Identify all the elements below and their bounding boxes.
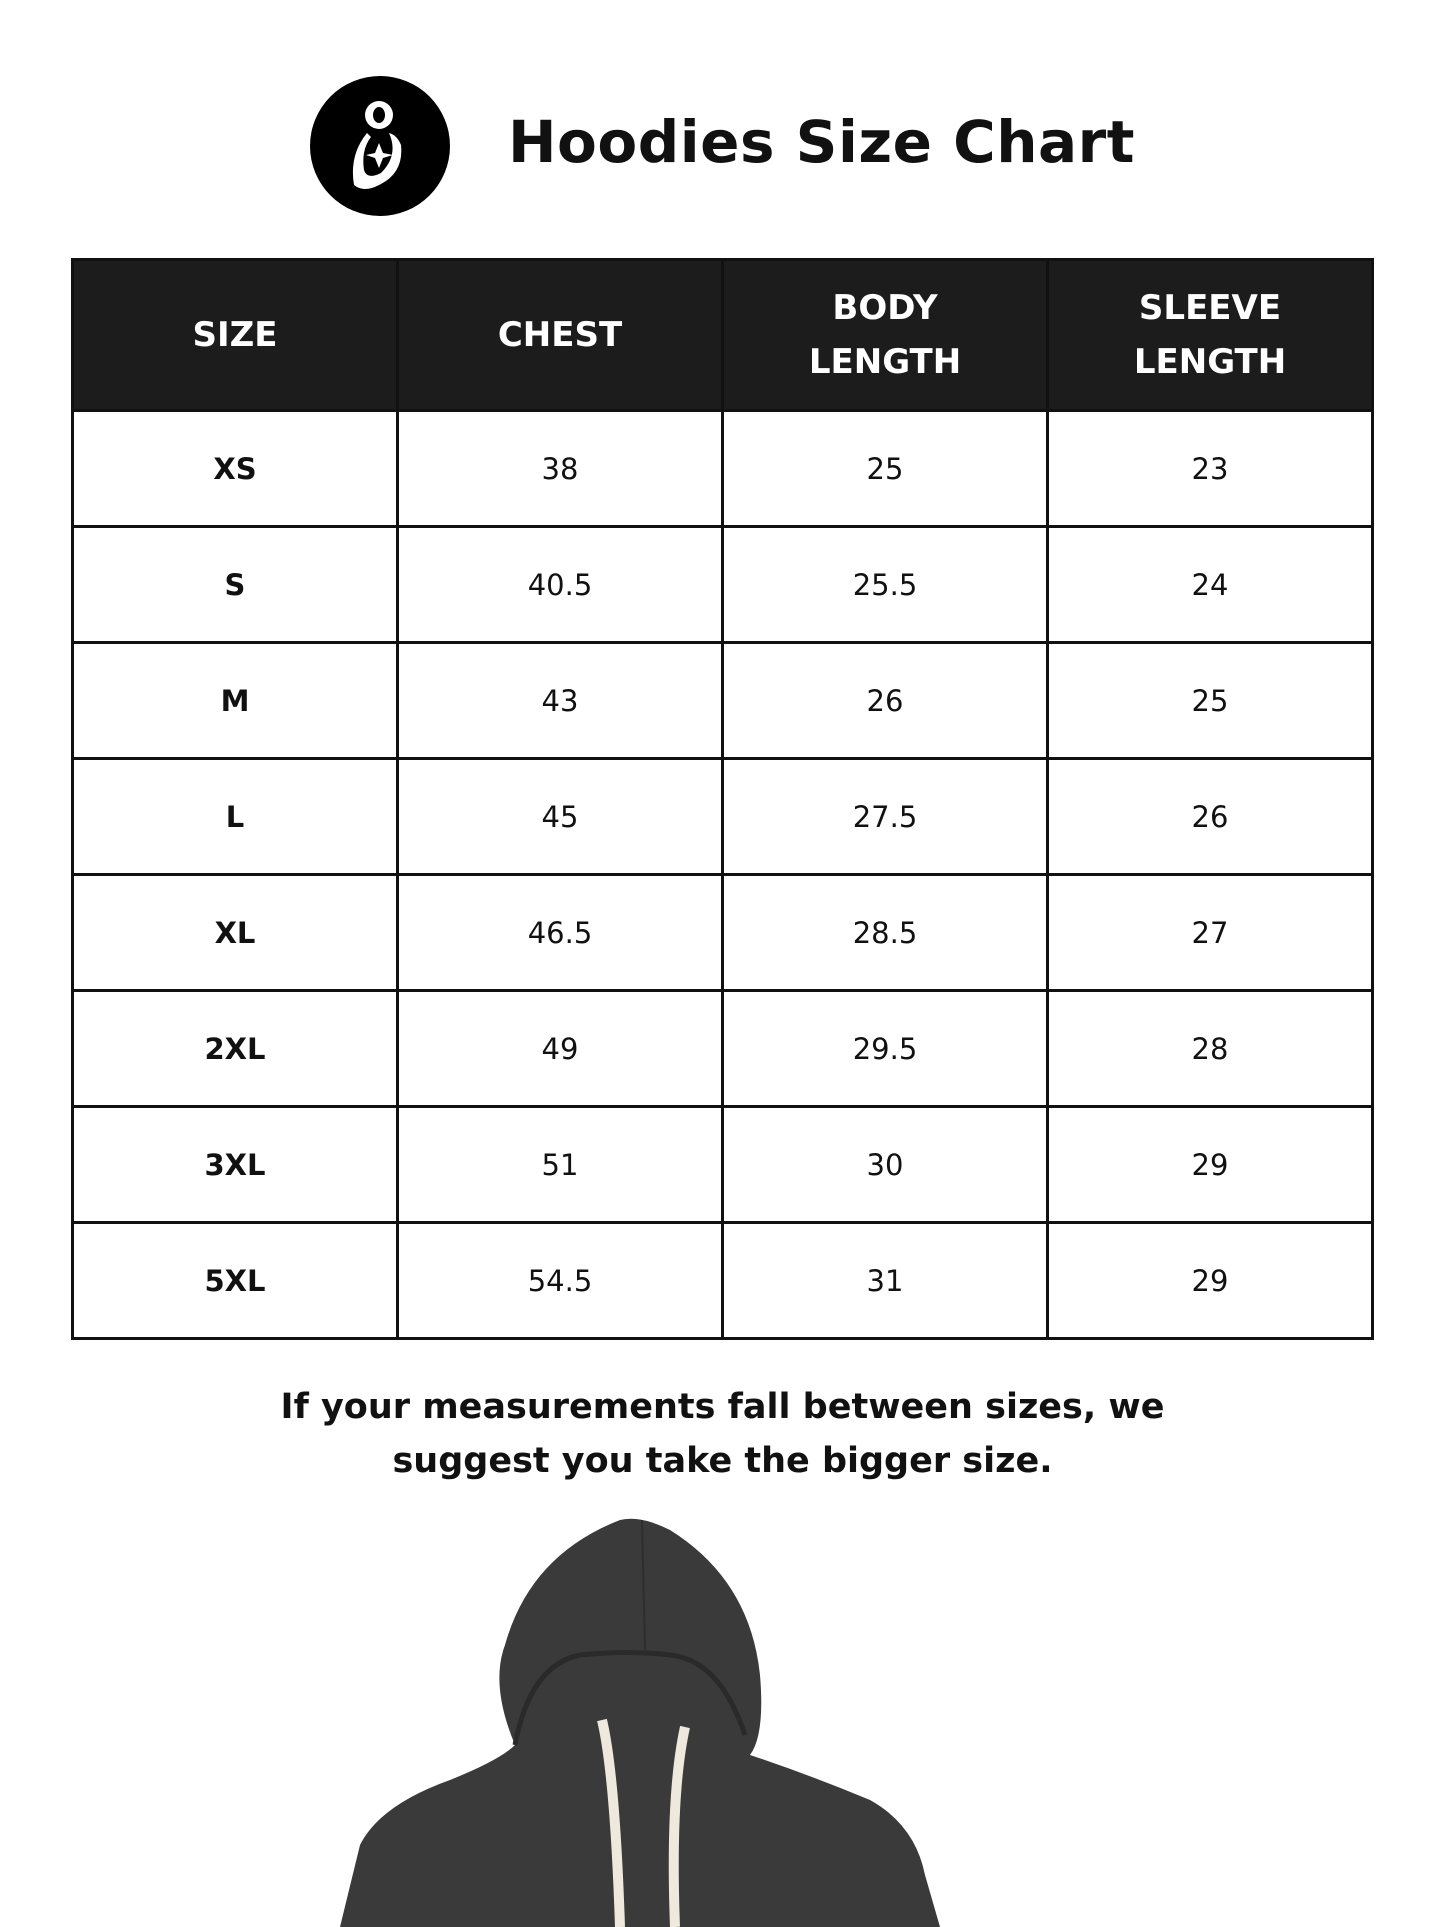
size-cell: XS <box>71 409 399 528</box>
size-advice-note: If your measurements fall between sizes,… <box>0 1380 1445 1488</box>
measurement-cell: 25 <box>1046 641 1374 760</box>
size-chart-table: SIZE CHEST BODY LENGTH SLEEVE LENGTH XS 38 25 23… <box>71 258 1374 1340</box>
column-header: CHEST <box>396 258 724 412</box>
measurement-cell: 27 <box>1046 873 1374 992</box>
table-header-row: SIZE CHEST BODY LENGTH SLEEVE LENGTH <box>71 258 1374 412</box>
measurement-cell: 25 <box>721 409 1049 528</box>
measurement-cell: 25.5 <box>721 525 1049 644</box>
size-cell: 3XL <box>71 1105 399 1224</box>
table-row: XS 38 25 23 <box>71 409 1374 528</box>
measurement-cell: 28 <box>1046 989 1374 1108</box>
measurement-cell: 31 <box>721 1221 1049 1340</box>
measurement-cell: 38 <box>396 409 724 528</box>
table-row: 3XL 51 30 29 <box>71 1105 1374 1224</box>
mother-child-logo-icon <box>310 76 450 216</box>
table-row: S 40.5 25.5 24 <box>71 525 1374 644</box>
page-title: Hoodies Size Chart <box>508 108 1135 176</box>
measurement-cell: 29.5 <box>721 989 1049 1108</box>
column-header-line: SLEEVE <box>1138 288 1282 328</box>
measurement-cell: 27.5 <box>721 757 1049 876</box>
measurement-cell: 28.5 <box>721 873 1049 992</box>
table-row: M 43 26 25 <box>71 641 1374 760</box>
note-line-1: If your measurements fall between sizes,… <box>280 1387 1165 1427</box>
column-header: SIZE <box>71 258 399 412</box>
table-row: XL 46.5 28.5 27 <box>71 873 1374 992</box>
measurement-cell: 26 <box>721 641 1049 760</box>
measurement-cell: 49 <box>396 989 724 1108</box>
size-cell: 5XL <box>71 1221 399 1340</box>
column-header-line: CHEST <box>497 315 623 355</box>
measurement-cell: 54.5 <box>396 1221 724 1340</box>
column-header-line: LENGTH <box>808 342 962 382</box>
size-cell: S <box>71 525 399 644</box>
measurement-cell: 46.5 <box>396 873 724 992</box>
table-row: 5XL 54.5 31 29 <box>71 1221 1374 1340</box>
size-cell: XL <box>71 873 399 992</box>
measurement-cell: 30 <box>721 1105 1049 1224</box>
measurement-cell: 45 <box>396 757 724 876</box>
column-header-line: LENGTH <box>1133 342 1287 382</box>
measurement-cell: 29 <box>1046 1221 1374 1340</box>
column-header: SLEEVE LENGTH <box>1046 258 1374 412</box>
measurement-cell: 29 <box>1046 1105 1374 1224</box>
table-row: L 45 27.5 26 <box>71 757 1374 876</box>
column-header-line: BODY <box>832 288 938 328</box>
measurement-cell: 24 <box>1046 525 1374 644</box>
note-line-2: suggest you take the bigger size. <box>392 1441 1053 1481</box>
hoodie-image <box>340 1518 940 1927</box>
column-header-line: SIZE <box>192 315 278 355</box>
measurement-cell: 23 <box>1046 409 1374 528</box>
table-row: 2XL 49 29.5 28 <box>71 989 1374 1108</box>
measurement-cell: 43 <box>396 641 724 760</box>
column-header: BODY LENGTH <box>721 258 1049 412</box>
measurement-cell: 40.5 <box>396 525 724 644</box>
size-cell: 2XL <box>71 989 399 1108</box>
measurement-cell: 51 <box>396 1105 724 1224</box>
size-cell: M <box>71 641 399 760</box>
measurement-cell: 26 <box>1046 757 1374 876</box>
size-cell: L <box>71 757 399 876</box>
